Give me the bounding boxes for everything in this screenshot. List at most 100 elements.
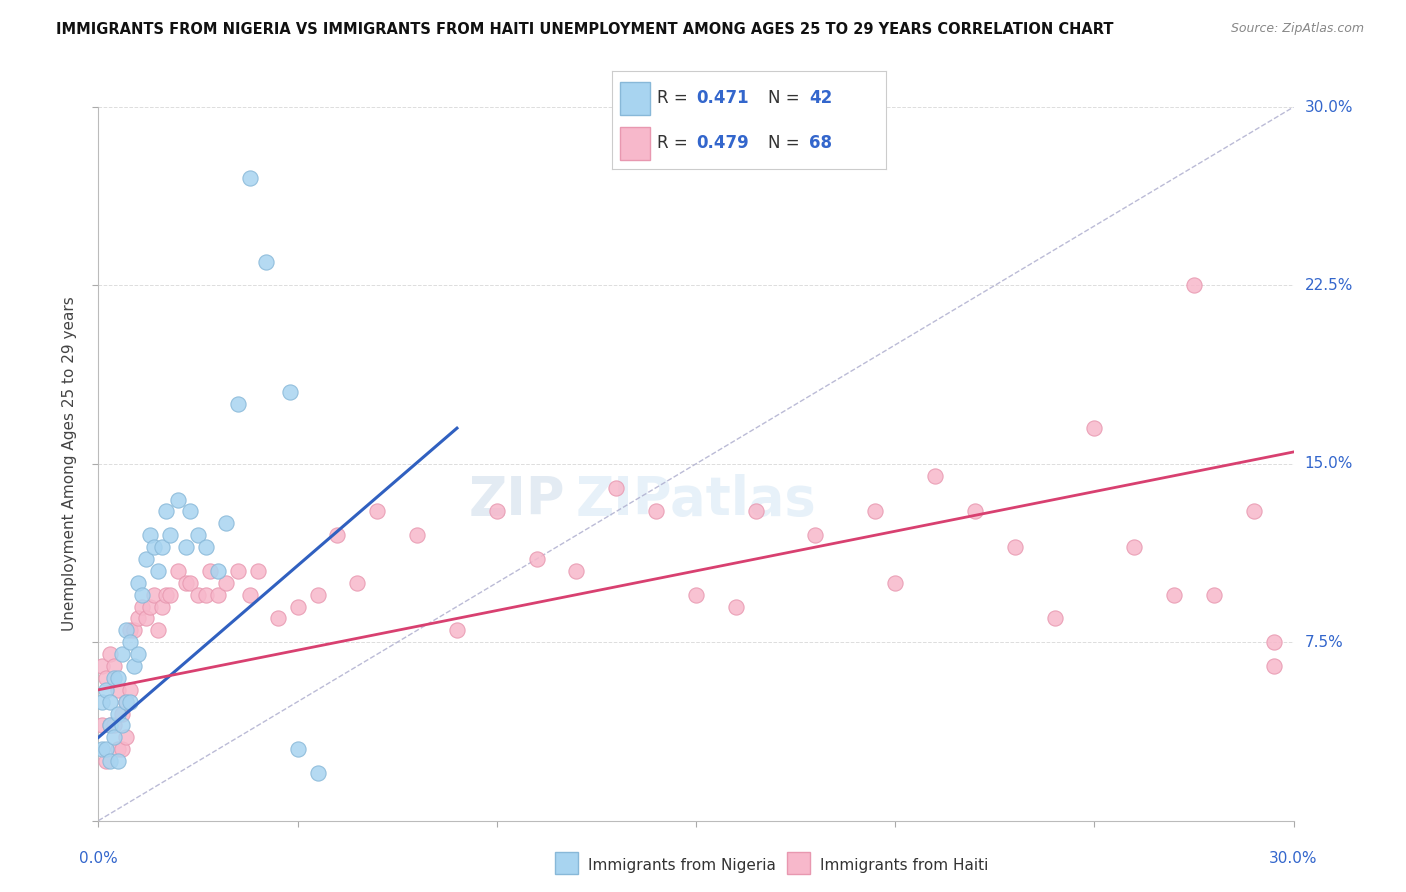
Point <box>98 754 122 768</box>
Point <box>226 397 249 411</box>
Point <box>1123 540 1146 554</box>
Point <box>111 647 134 661</box>
Point <box>107 682 129 697</box>
Point <box>326 528 349 542</box>
Point <box>1243 504 1265 518</box>
Point <box>1202 588 1225 602</box>
Point <box>167 564 190 578</box>
Point <box>485 504 508 518</box>
Point <box>124 624 146 638</box>
Point <box>254 254 277 268</box>
Point <box>1263 635 1285 649</box>
Point <box>685 588 707 602</box>
Point <box>226 564 249 578</box>
Text: ZIPatlas: ZIPatlas <box>575 474 817 525</box>
Point <box>215 516 238 531</box>
Point <box>187 588 209 602</box>
Point <box>96 754 118 768</box>
Point <box>135 611 157 625</box>
Point <box>115 624 138 638</box>
Point <box>150 540 173 554</box>
Text: 42: 42 <box>808 89 832 107</box>
Text: R =: R = <box>657 134 693 152</box>
Text: 0.479: 0.479 <box>696 134 749 152</box>
Point <box>111 718 134 732</box>
Text: 7.5%: 7.5% <box>1305 635 1343 649</box>
Point <box>159 588 181 602</box>
Point <box>103 731 125 745</box>
Point <box>267 611 290 625</box>
Text: 15.0%: 15.0% <box>1305 457 1353 471</box>
Point <box>120 635 142 649</box>
Text: Immigrants from Nigeria: Immigrants from Nigeria <box>588 858 776 872</box>
Point <box>863 504 886 518</box>
Text: 22.5%: 22.5% <box>1305 278 1353 293</box>
Y-axis label: Unemployment Among Ages 25 to 29 years: Unemployment Among Ages 25 to 29 years <box>62 296 77 632</box>
Point <box>187 528 209 542</box>
Point <box>107 706 129 721</box>
Point <box>884 575 907 590</box>
Point <box>526 552 548 566</box>
Point <box>143 588 166 602</box>
Point <box>246 564 269 578</box>
Point <box>179 575 201 590</box>
Text: 0.471: 0.471 <box>696 89 749 107</box>
Point <box>239 588 262 602</box>
Point <box>1263 659 1285 673</box>
Point <box>98 695 122 709</box>
Point <box>111 742 134 756</box>
Point <box>215 575 238 590</box>
Point <box>155 504 177 518</box>
Text: IMMIGRANTS FROM NIGERIA VS IMMIGRANTS FROM HAITI UNEMPLOYMENT AMONG AGES 25 TO 2: IMMIGRANTS FROM NIGERIA VS IMMIGRANTS FR… <box>56 22 1114 37</box>
Point <box>135 552 157 566</box>
Text: R =: R = <box>657 89 693 107</box>
Point <box>120 624 142 638</box>
Point <box>103 659 125 673</box>
Point <box>745 504 768 518</box>
Point <box>103 671 125 685</box>
Point <box>148 624 170 638</box>
Point <box>131 599 153 614</box>
Point <box>159 528 181 542</box>
Point <box>194 588 218 602</box>
Point <box>127 611 149 625</box>
Point <box>1043 611 1066 625</box>
Point <box>194 540 218 554</box>
Point <box>307 588 329 602</box>
Point <box>120 695 142 709</box>
Point <box>924 468 946 483</box>
Point <box>174 575 197 590</box>
Text: Source: ZipAtlas.com: Source: ZipAtlas.com <box>1230 22 1364 36</box>
Point <box>366 504 388 518</box>
Point <box>346 575 368 590</box>
Point <box>91 659 114 673</box>
Point <box>963 504 986 518</box>
Point <box>98 647 122 661</box>
Point <box>278 385 301 400</box>
Point <box>124 659 146 673</box>
Point <box>287 599 309 614</box>
Point <box>127 575 149 590</box>
Point <box>446 624 468 638</box>
Point <box>239 171 262 186</box>
Point <box>179 504 201 518</box>
Point <box>115 731 138 745</box>
FancyBboxPatch shape <box>620 82 650 114</box>
Point <box>167 492 190 507</box>
Point <box>150 599 173 614</box>
Point <box>1163 588 1185 602</box>
Point <box>103 718 125 732</box>
Point <box>91 695 114 709</box>
Point <box>91 742 114 756</box>
Point <box>174 540 197 554</box>
Point <box>406 528 429 542</box>
Point <box>115 695 138 709</box>
Point <box>127 647 149 661</box>
Point <box>1182 278 1205 293</box>
Text: N =: N = <box>768 134 804 152</box>
Text: 0.0%: 0.0% <box>79 851 118 866</box>
Text: 30.0%: 30.0% <box>1270 851 1317 866</box>
Point <box>155 588 177 602</box>
Point <box>198 564 221 578</box>
Point <box>139 599 162 614</box>
